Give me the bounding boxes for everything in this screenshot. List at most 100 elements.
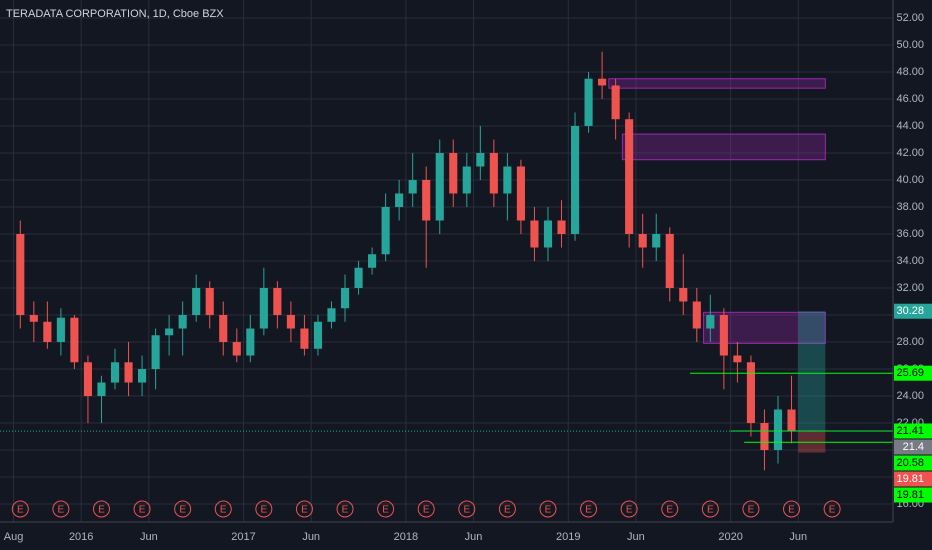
candle-body <box>476 152 485 167</box>
candle-body <box>368 254 377 268</box>
earnings-marker <box>11 500 29 518</box>
x-tick-label: 2019 <box>556 531 580 543</box>
earnings-marker <box>661 500 679 518</box>
price-label: 30.28 <box>896 305 924 317</box>
earnings-marker <box>255 500 273 518</box>
x-tick-label: 2017 <box>231 531 255 543</box>
x-tick-label: Jun <box>140 531 158 543</box>
candle-body <box>408 179 417 194</box>
candle-body <box>557 220 566 234</box>
price-label-bg <box>894 455 932 471</box>
candle-body <box>719 315 728 356</box>
candle-body <box>340 288 350 309</box>
candle-body <box>327 308 336 322</box>
candle-body <box>273 288 282 316</box>
earnings-label: E <box>301 505 308 516</box>
price-label: 21.4 <box>903 441 924 453</box>
candle-body <box>178 315 187 329</box>
zone <box>621 133 826 161</box>
price-label: 20.58 <box>896 457 924 469</box>
earnings-label: E <box>139 505 146 516</box>
y-tick-label: 42.00 <box>896 147 924 159</box>
earnings-label: E <box>626 505 633 516</box>
earnings-label: E <box>179 505 186 516</box>
x-tick-label: Jun <box>789 531 807 543</box>
earnings-label: E <box>545 505 552 516</box>
position-target <box>798 311 826 431</box>
earnings-marker <box>823 500 841 518</box>
price-label-bg <box>894 423 932 439</box>
earnings-marker <box>701 500 719 518</box>
earnings-label: E <box>220 505 227 516</box>
earnings-marker <box>377 500 395 518</box>
earnings-marker <box>92 500 110 518</box>
candle-body <box>165 328 174 336</box>
zone <box>608 78 826 89</box>
price-label-bg <box>894 471 932 487</box>
earnings-label: E <box>17 505 24 516</box>
candle-body <box>259 288 268 329</box>
x-tick-label: Jun <box>302 531 320 543</box>
earnings-marker <box>620 500 638 518</box>
x-tick-label: 2018 <box>394 531 418 543</box>
earnings-marker <box>417 500 435 518</box>
y-tick-label: 36.00 <box>896 228 924 240</box>
y-tick-label: 40.00 <box>896 174 924 186</box>
candle-body <box>665 233 674 289</box>
candle-body <box>746 362 755 424</box>
candle-body <box>516 166 525 221</box>
candle-body <box>584 78 593 126</box>
price-label-bg <box>894 303 932 319</box>
candle-body <box>706 315 715 329</box>
candle-body <box>56 317 65 343</box>
y-tick-label: 32.00 <box>896 282 924 294</box>
earnings-label: E <box>342 505 349 516</box>
earnings-label: E <box>58 505 65 516</box>
earnings-marker <box>742 500 760 518</box>
earnings-label: E <box>423 505 430 516</box>
candle-body <box>246 328 255 356</box>
grid <box>0 0 893 522</box>
y-tick-label: 46.00 <box>896 93 924 105</box>
candle-body <box>70 317 79 363</box>
earnings-label: E <box>463 505 470 516</box>
candle-body <box>760 423 769 451</box>
candle-body <box>138 369 147 383</box>
candle-body <box>16 233 25 316</box>
y-tick-label: 28.00 <box>896 336 924 348</box>
candle-body <box>679 288 688 302</box>
price-label-bg <box>894 439 932 455</box>
price-label-bg <box>894 365 932 381</box>
earnings-marker <box>458 500 476 518</box>
candle-body <box>625 119 634 234</box>
earnings-label: E <box>788 505 795 516</box>
candle-body <box>598 78 607 86</box>
candle-body <box>232 342 241 356</box>
candle-body <box>503 166 512 194</box>
y-tick-label: 44.00 <box>896 120 924 132</box>
candle-body <box>638 233 647 248</box>
candle-body <box>530 220 539 248</box>
x-tick-label: Aug <box>4 531 24 543</box>
candle-body <box>449 152 458 194</box>
candle-body <box>773 409 783 451</box>
earnings-marker <box>133 500 151 518</box>
candle-body <box>300 328 309 349</box>
earnings-label: E <box>666 505 673 516</box>
y-tick-label: 50.00 <box>896 39 924 51</box>
candle-body <box>395 193 404 207</box>
earnings-marker <box>295 500 313 518</box>
candle-body <box>192 288 201 316</box>
candle-body <box>543 220 553 248</box>
y-tick-label: 48.00 <box>896 66 924 78</box>
earnings-marker <box>52 500 70 518</box>
candle-body <box>124 362 133 383</box>
candle-body <box>570 125 580 234</box>
y-tick-label: 52.00 <box>896 12 924 24</box>
earnings-label: E <box>829 505 836 516</box>
candle-body <box>151 335 160 370</box>
price-label: 21.41 <box>896 425 924 437</box>
